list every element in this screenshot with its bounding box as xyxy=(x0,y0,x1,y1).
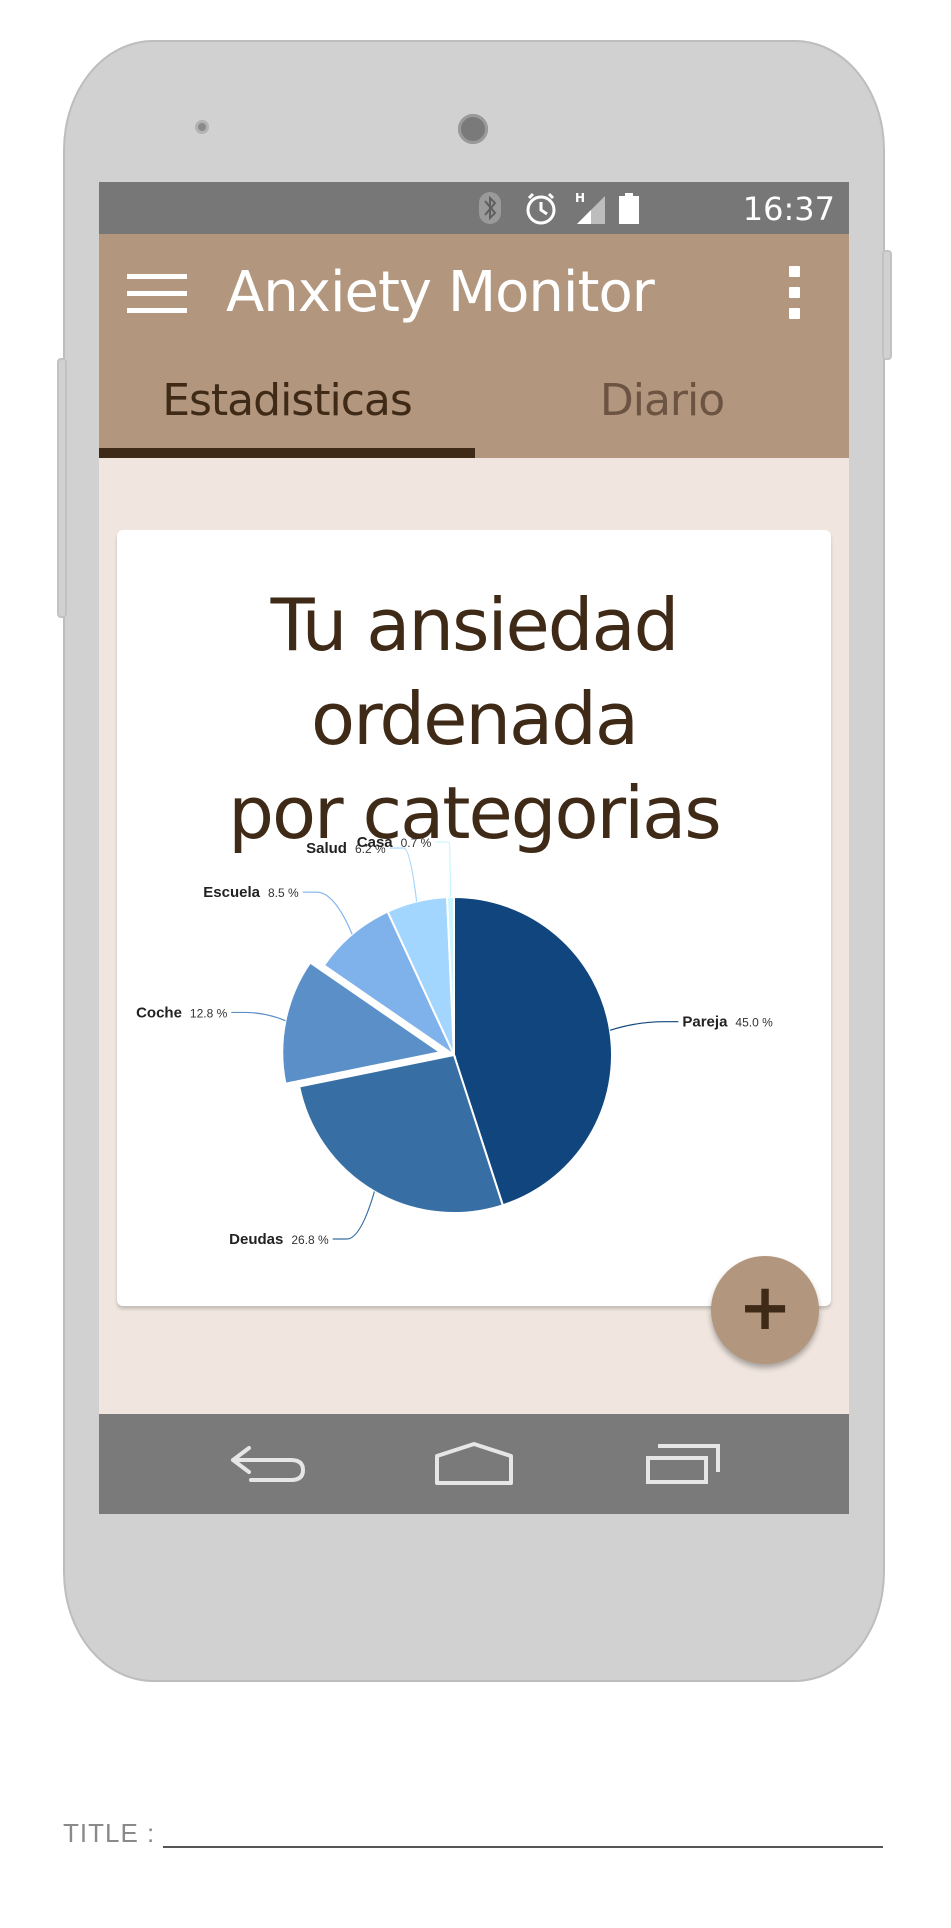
pie-label-casa: Casa 0.7 % xyxy=(357,834,432,851)
pie-slice-coche[interactable] xyxy=(281,961,443,1085)
navigation-bar xyxy=(99,1414,849,1514)
tab-estadisticas[interactable]: Estadisticas xyxy=(99,364,475,458)
status-time: 16:37 xyxy=(742,190,835,228)
pie-slice-escuela[interactable] xyxy=(322,910,457,1058)
overflow-menu-icon[interactable] xyxy=(789,266,801,320)
alarm-icon xyxy=(526,192,556,225)
bluetooth-icon xyxy=(479,192,501,224)
status-icons: H xyxy=(479,191,639,225)
status-bar: H 16:37 xyxy=(99,182,849,234)
active-tab-indicator xyxy=(99,448,475,458)
footer-title-label: TITLE : xyxy=(63,1818,156,1848)
hamburger-menu-icon[interactable] xyxy=(127,274,187,314)
card-title-line1: Tu ansiedad ordenada xyxy=(270,583,680,761)
signal-icon: H xyxy=(575,191,605,224)
pie-label-pareja: Pareja 45.0 % xyxy=(682,1014,773,1031)
speaker-dot xyxy=(195,120,209,134)
tab-diario[interactable]: Diario xyxy=(475,364,849,458)
pie-connector-salud xyxy=(389,847,418,902)
pie-connector-coche xyxy=(231,1011,286,1022)
back-icon[interactable] xyxy=(229,1442,309,1486)
battery-icon xyxy=(619,193,639,224)
pie-label-salud: Salud 6.2 % xyxy=(306,840,386,857)
pie-connector-deudas xyxy=(332,1191,376,1240)
screen: H 16:37 Anxiety Monitor Estadisticas xyxy=(99,182,849,1514)
recent-apps-icon[interactable] xyxy=(644,1442,724,1486)
stats-card: Tu ansiedad ordenada por categorias Pare… xyxy=(117,530,831,1314)
pie-slice-casa[interactable] xyxy=(446,895,455,1056)
front-camera xyxy=(458,114,488,144)
home-icon[interactable] xyxy=(434,1442,514,1486)
pie-connector-escuela xyxy=(302,891,353,935)
pie-label-escuela: Escuela 8.5 % xyxy=(203,884,299,901)
footer-title-line xyxy=(163,1846,883,1848)
tab-diario-label: Diario xyxy=(599,375,725,426)
phone-volume-button xyxy=(57,358,67,618)
pie-slice-pareja[interactable] xyxy=(453,895,613,1207)
pie-connector-casa xyxy=(435,841,452,898)
svg-text:H: H xyxy=(575,191,585,205)
card-title: Tu ansiedad ordenada por categorias xyxy=(117,578,831,860)
plus-icon: + xyxy=(738,1271,792,1345)
add-entry-button[interactable]: + xyxy=(711,1256,819,1364)
tab-estadisticas-label: Estadisticas xyxy=(162,375,413,426)
app-title: Anxiety Monitor xyxy=(226,260,655,325)
pie-label-deudas: Deudas 26.8 % xyxy=(229,1231,329,1248)
card-title-line2: por categorias xyxy=(228,771,721,855)
phone-power-button xyxy=(882,250,892,360)
pie-chart: Pareja 45.0 % Deudas 26.8 % Coche 12.8 % Escue… xyxy=(136,834,773,1248)
app-bar: Anxiety Monitor Estadisticas Diario xyxy=(99,234,849,458)
pie-connector-pareja xyxy=(609,1021,679,1031)
pie-label-coche: Coche 12.8 % xyxy=(136,1004,228,1021)
